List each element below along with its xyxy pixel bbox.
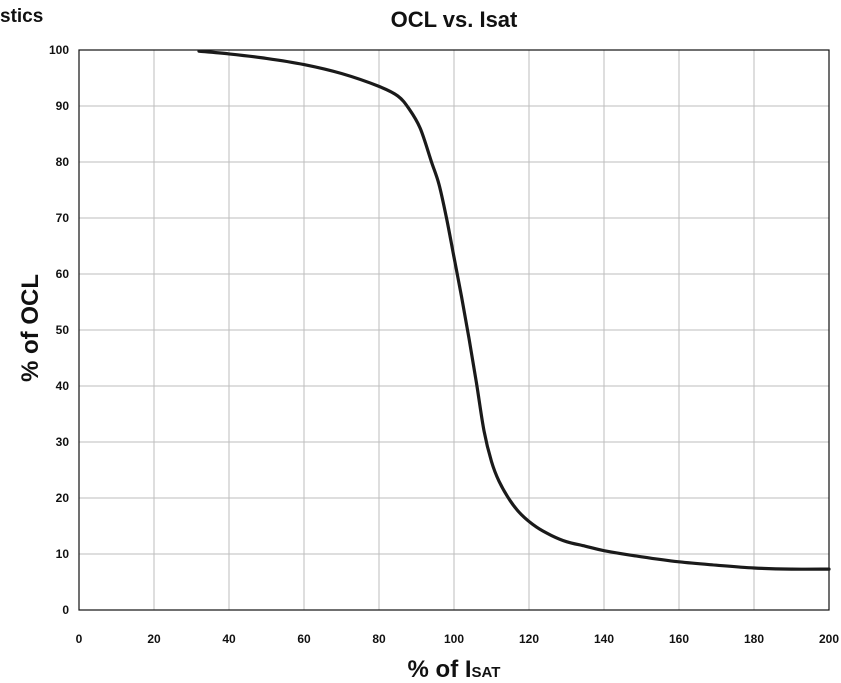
- x-tick-label-120: 120: [519, 632, 539, 646]
- y-tick-labels: 0 10 20 30 40 50 60 70 80 90 100: [49, 43, 69, 617]
- x-tick-label-140: 140: [594, 632, 614, 646]
- cropped-heading-fragment: stics: [0, 6, 43, 27]
- x-tick-label-80: 80: [372, 632, 386, 646]
- y-tick-label-80: 80: [56, 155, 70, 169]
- x-tick-label-160: 160: [669, 632, 689, 646]
- y-tick-label-40: 40: [56, 379, 70, 393]
- x-tick-label-40: 40: [222, 632, 236, 646]
- x-tick-label-100: 100: [444, 632, 464, 646]
- x-axis-label: % of ISAT: [408, 656, 501, 683]
- x-tick-label-60: 60: [297, 632, 311, 646]
- y-tick-label-10: 10: [56, 547, 70, 561]
- y-tick-label-30: 30: [56, 435, 70, 449]
- y-tick-label-90: 90: [56, 99, 70, 113]
- x-tick-label-200: 200: [819, 632, 839, 646]
- y-tick-label-20: 20: [56, 491, 70, 505]
- y-tick-label-70: 70: [56, 211, 70, 225]
- y-tick-label-100: 100: [49, 43, 69, 57]
- plot-frame: [78, 49, 830, 611]
- chart-title: OCL vs. Isat: [391, 7, 518, 32]
- ocl-curve-line: [197, 49, 831, 571]
- y-tick-label-60: 60: [56, 267, 70, 281]
- x-tick-label-20: 20: [147, 632, 161, 646]
- x-tick-labels: 0 20 40 60 80 100 120 140 160 180 200: [76, 632, 840, 646]
- y-tick-label-0: 0: [62, 603, 69, 617]
- y-tick-label-50: 50: [56, 323, 70, 337]
- y-axis-label: % of OCL: [17, 274, 44, 382]
- x-axis-label-subscript: SAT: [472, 664, 501, 681]
- x-axis-label-main: % of I: [408, 656, 472, 683]
- x-tick-label-180: 180: [744, 632, 764, 646]
- grid: [78, 49, 830, 611]
- x-tick-label-0: 0: [76, 632, 83, 646]
